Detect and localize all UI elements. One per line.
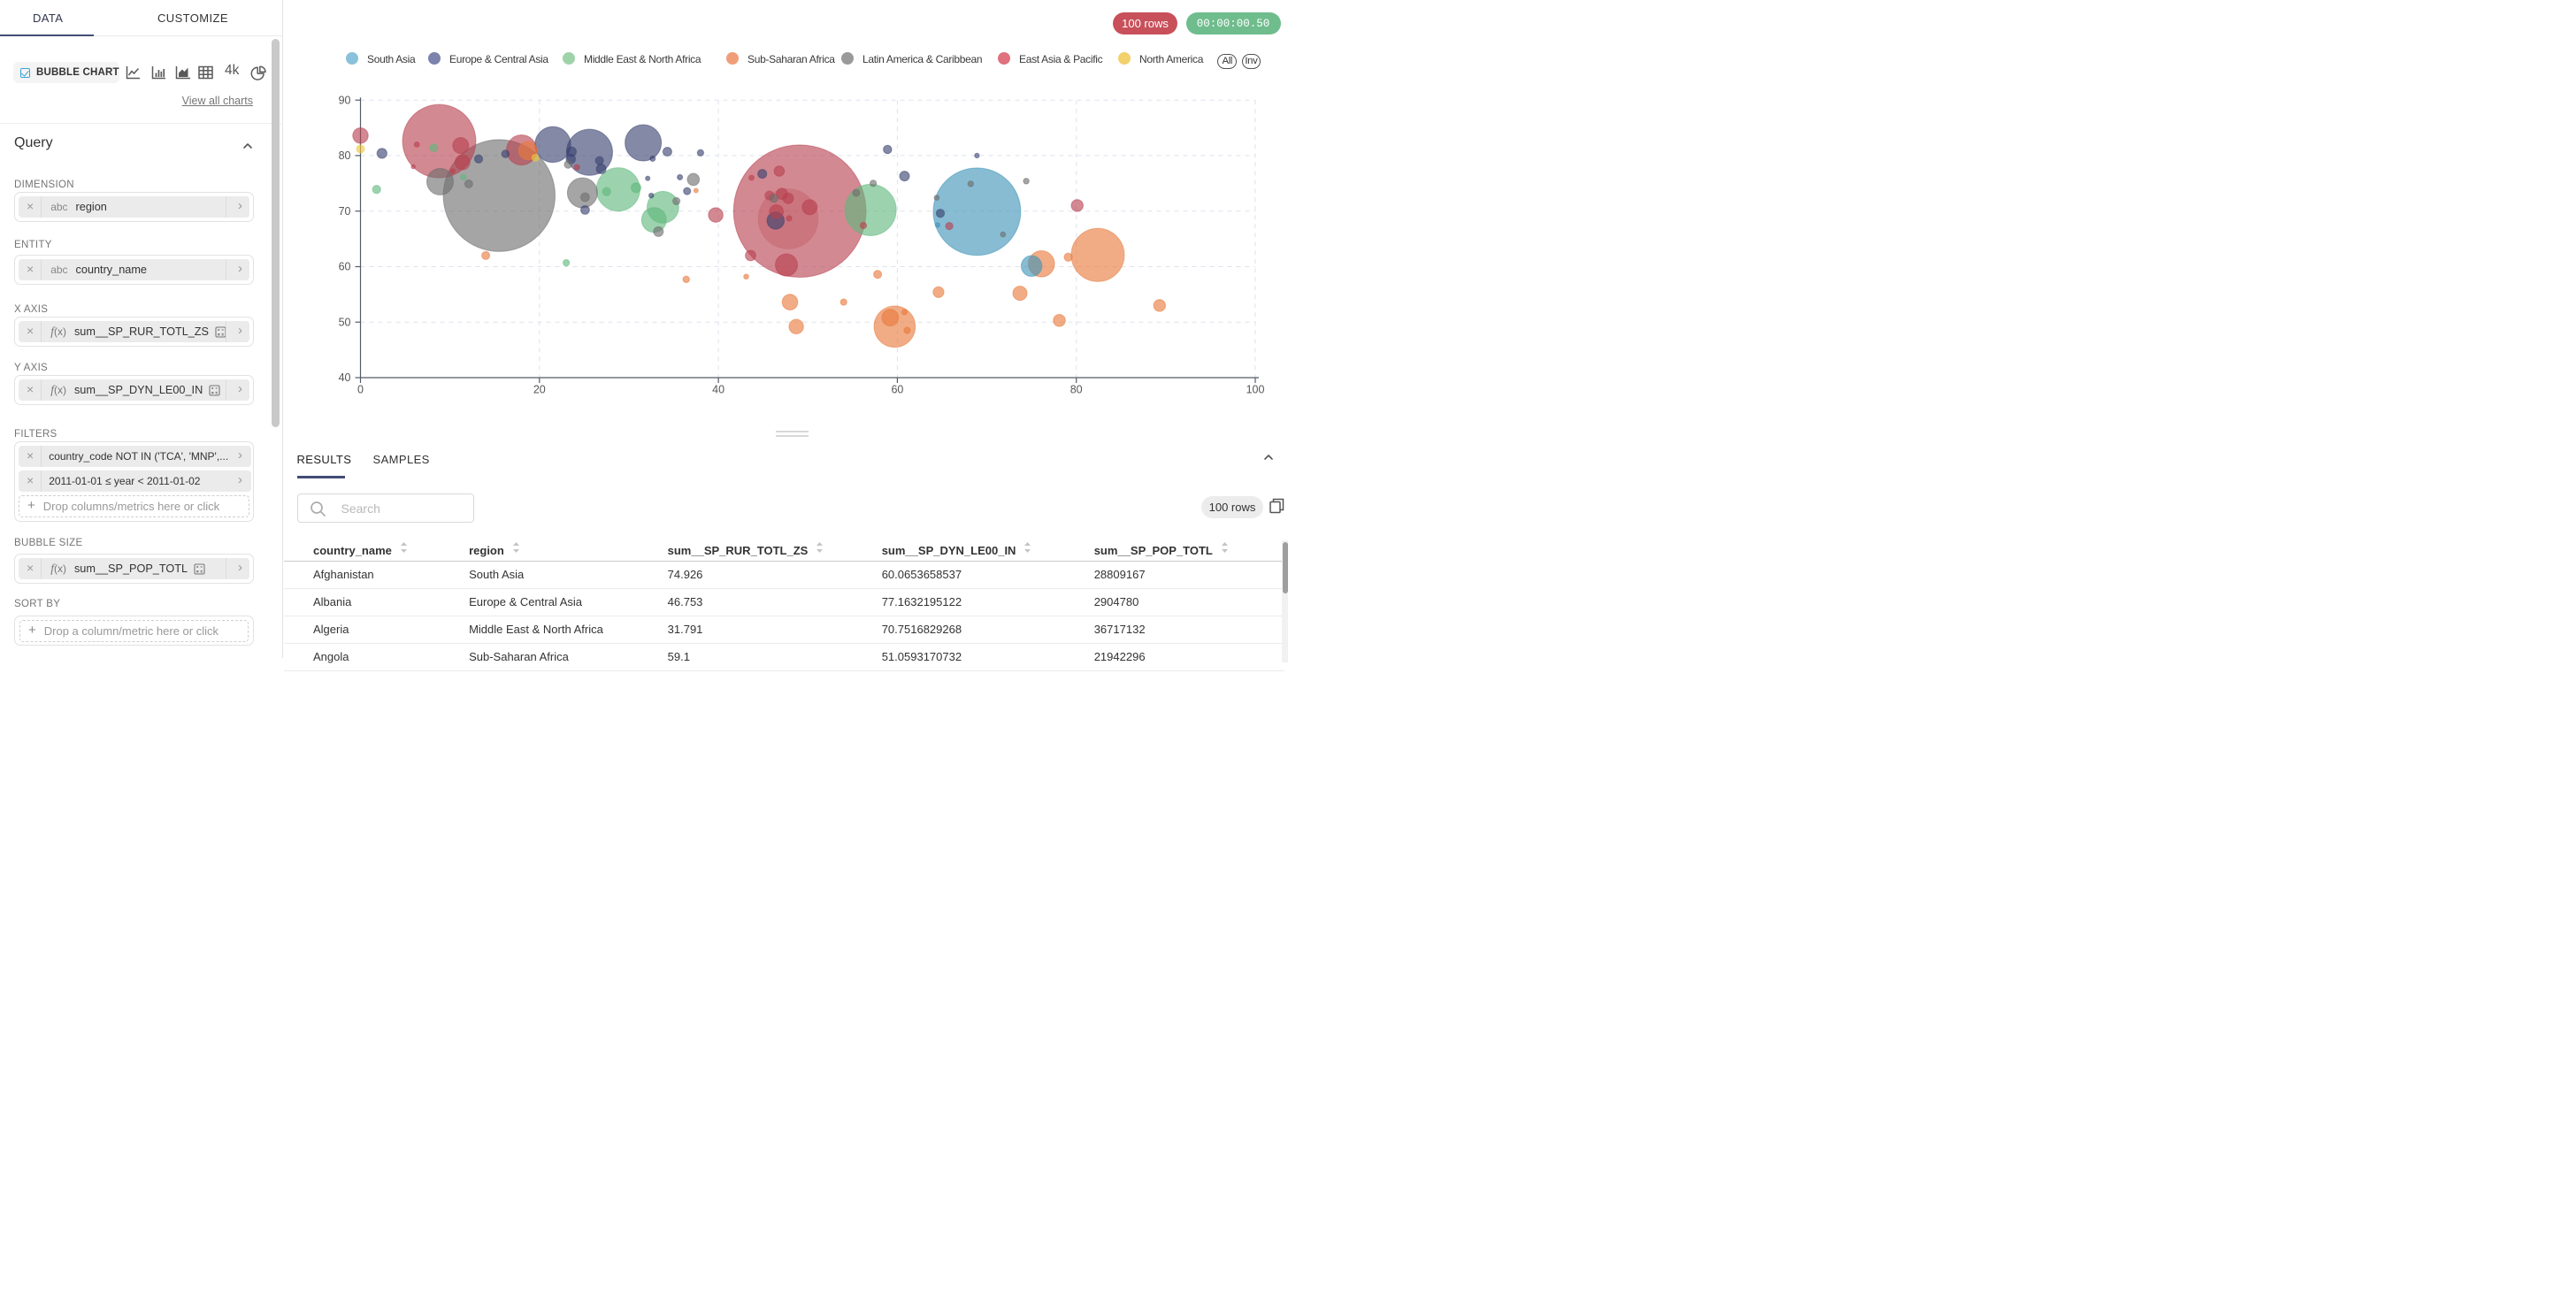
svg-text:90: 90 — [339, 94, 351, 106]
svg-text:60: 60 — [891, 384, 903, 396]
svg-text:0: 0 — [357, 384, 364, 396]
svg-text:40: 40 — [712, 384, 724, 396]
svg-text:60: 60 — [339, 261, 351, 273]
svg-text:70: 70 — [339, 205, 351, 218]
svg-text:100: 100 — [1246, 384, 1265, 396]
svg-text:50: 50 — [339, 316, 351, 328]
svg-text:20: 20 — [533, 384, 546, 396]
svg-text:40: 40 — [339, 371, 351, 384]
svg-text:80: 80 — [339, 149, 351, 162]
svg-text:80: 80 — [1070, 384, 1083, 396]
